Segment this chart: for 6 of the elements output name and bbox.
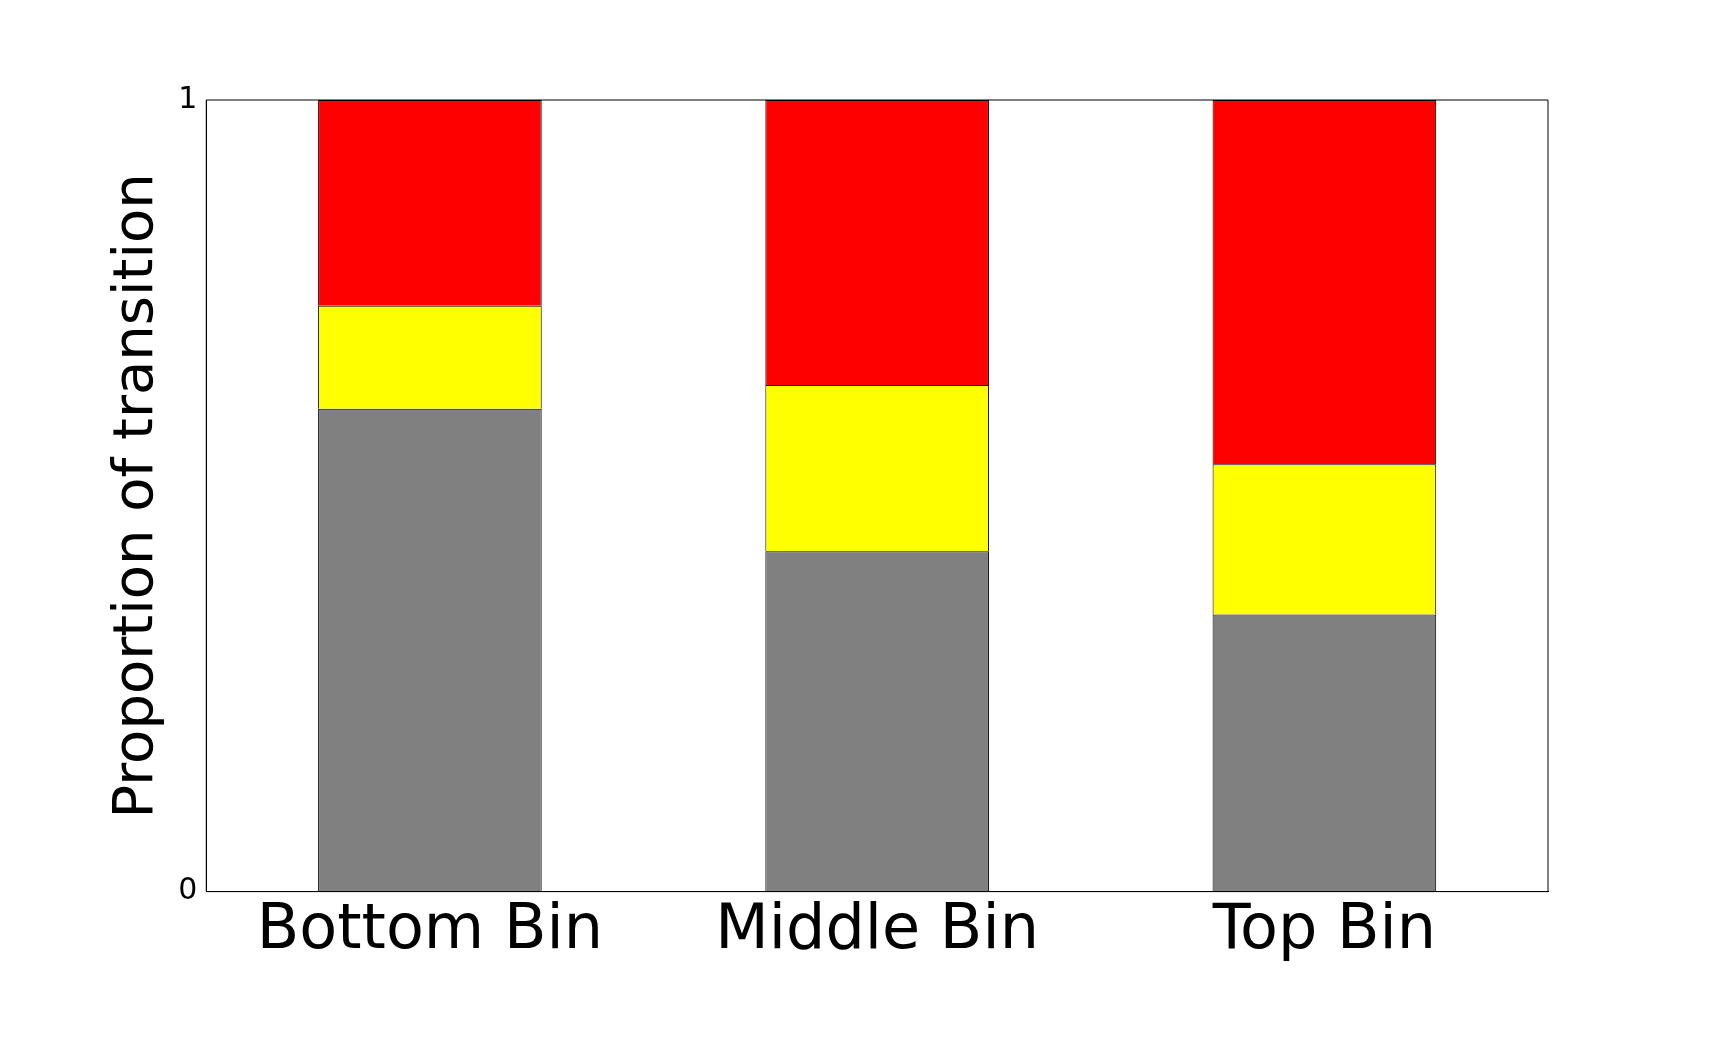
x-tick-label: Top Bin	[1211, 889, 1437, 963]
y-tick-label: 1	[178, 79, 198, 115]
y-tick-label: 0	[178, 871, 198, 907]
x-tick-label: Bottom Bin	[256, 889, 603, 963]
y-axis-title: Proportion of transition	[100, 173, 166, 819]
x-tick-label: Middle Bin	[715, 889, 1039, 963]
